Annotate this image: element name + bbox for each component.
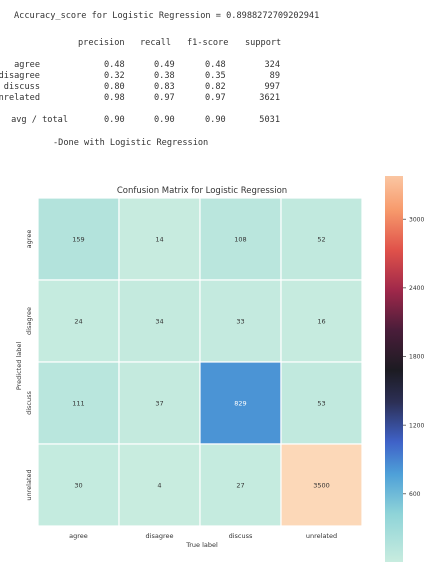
heatmap-cell-label: 159 [72, 236, 84, 244]
colorbar-ticks: 600 1200 1800 2400 3000 [403, 216, 424, 498]
heatmap-cell [280, 361, 363, 445]
heatmap-cell [280, 279, 363, 363]
heatmap-cell [118, 443, 201, 527]
discuss-support: 997 [264, 82, 280, 92]
y-tick-labels: agree disagree discuss unrelated [25, 230, 33, 501]
total-recall: 0.90 [154, 115, 175, 125]
unrelated-recall: 0.97 [154, 93, 175, 103]
y-tick-label: agree [25, 230, 33, 249]
colorbar [385, 176, 403, 562]
header-f1-score: f1-score [187, 38, 229, 48]
heatmap-cell-label: 53 [317, 400, 325, 408]
heatmap-cell [199, 197, 282, 281]
heatmap-cell [280, 197, 363, 281]
done-line: -Done with Logistic Regression [53, 138, 209, 148]
total-f1: 0.90 [205, 115, 226, 125]
x-tick-labels: agree disagree discuss unrelated [69, 532, 337, 540]
heatmap-cell [118, 279, 201, 363]
heatmap-cell-label: 33 [236, 318, 244, 326]
heatmap-cell [118, 361, 201, 445]
heatmap-cell-label: 829 [234, 400, 246, 408]
row-label-disagree: disagree [0, 71, 40, 81]
total-support: 5031 [259, 115, 280, 125]
y-tick-label: discuss [25, 391, 33, 415]
colorbar-tick-label: 1800 [409, 354, 424, 361]
colorbar-tick-label: 3000 [409, 216, 424, 223]
heatmap-cell-label: 16 [317, 318, 325, 326]
heatmap-cell-label: 27 [236, 482, 244, 490]
row-label-agree: agree [14, 60, 40, 70]
unrelated-f1: 0.97 [205, 93, 226, 103]
heatmap-cell [280, 443, 363, 527]
heatmap-cell-label: 37 [155, 400, 163, 408]
heatmap-cell [118, 197, 201, 281]
heatmap-cell-label: 3500 [313, 482, 330, 490]
heatmap-cell-label: 30 [74, 482, 82, 490]
heatmap-cell-label: 52 [317, 236, 325, 244]
heatmap-cells: 159 14 108 52 24 34 33 16 111 37 829 53 30 4 27 3500 [37, 197, 363, 527]
heatmap-cell-label: 108 [234, 236, 246, 244]
header-recall: recall [140, 38, 172, 48]
heatmap-cell [37, 443, 120, 527]
agree-recall: 0.49 [154, 60, 175, 70]
disagree-precision: 0.32 [104, 71, 125, 81]
discuss-f1: 0.82 [205, 82, 226, 92]
colorbar-tick-label: 2400 [409, 285, 424, 292]
heatmap-cell [37, 197, 120, 281]
row-label-unrelated: unrelated [0, 93, 40, 103]
colorbar-tick-label: 600 [409, 491, 421, 498]
header-support: support [245, 38, 282, 48]
heatmap-cell-label: 34 [155, 318, 163, 326]
unrelated-precision: 0.98 [104, 93, 125, 103]
disagree-support: 89 [269, 71, 280, 81]
y-tick-label: unrelated [25, 469, 33, 500]
x-tick-label: disagree [146, 532, 174, 540]
header-precision: precision [78, 38, 125, 48]
x-axis-label: True label [185, 541, 218, 549]
colorbar-tick-label: 1200 [409, 422, 424, 429]
total-label: avg / total [11, 115, 68, 125]
x-tick-label: discuss [229, 532, 253, 540]
heatmap-cell-label: 24 [74, 318, 82, 326]
y-axis-label: Predicted label [15, 342, 23, 390]
discuss-precision: 0.80 [104, 82, 125, 92]
confusion-matrix-chart: Confusion Matrix for Logistic Regression… [15, 176, 424, 562]
discuss-recall: 0.83 [154, 82, 175, 92]
unrelated-support: 3621 [259, 93, 280, 103]
disagree-f1: 0.35 [205, 71, 226, 81]
x-tick-label: agree [69, 532, 88, 540]
heatmap-cell-label: 111 [72, 400, 84, 408]
agree-precision: 0.48 [104, 60, 125, 70]
y-tick-label: disagree [25, 307, 33, 335]
accuracy-line: Accuracy_score for Logistic Regression =… [14, 11, 320, 21]
agree-f1: 0.48 [205, 60, 226, 70]
row-label-discuss: discuss [3, 82, 40, 92]
classification-report: Accuracy_score for Logistic Regression =… [0, 0, 437, 160]
heatmap-cell-label: 4 [157, 482, 161, 490]
chart-title: Confusion Matrix for Logistic Regression [117, 186, 287, 196]
agree-support: 324 [264, 60, 280, 70]
x-tick-label: unrelated [306, 532, 337, 540]
total-precision: 0.90 [104, 115, 125, 125]
heatmap-cell-label: 14 [155, 236, 163, 244]
disagree-recall: 0.38 [154, 71, 175, 81]
